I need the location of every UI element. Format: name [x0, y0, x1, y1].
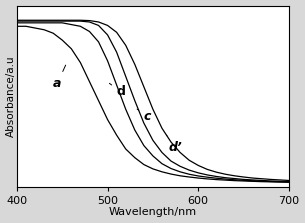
Text: d’: d’ [167, 135, 182, 154]
Text: a: a [53, 65, 66, 90]
Text: d: d [109, 83, 126, 98]
X-axis label: Wavelength/nm: Wavelength/nm [109, 207, 197, 217]
Text: c: c [137, 109, 151, 123]
Y-axis label: Absorbance/a.u: Absorbance/a.u [5, 56, 16, 137]
